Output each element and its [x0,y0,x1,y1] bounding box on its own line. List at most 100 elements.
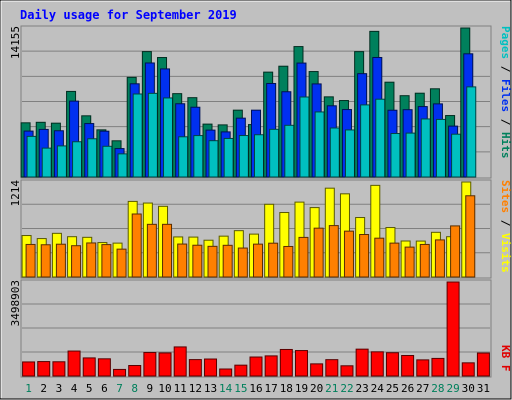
bar-pages-day-5 [87,138,98,178]
x-tick-label-31: 31 [477,382,490,395]
bar-sites-day-6 [101,244,112,278]
x-tick-label-8: 8 [131,382,138,395]
bar-sites-day-8 [131,213,142,278]
bar-pages-day-8 [132,93,143,178]
legend-pages: Pages [499,26,512,59]
bar-kb-f-day-10 [158,352,172,377]
legend-visits: Visits [499,233,512,273]
bar-kb-f-day-5 [82,357,96,377]
bar-pages-day-24 [375,98,386,178]
bar-sites-day-20 [313,227,324,278]
bar-kb-f-day-7 [113,368,127,377]
bar-kb-f-day-19 [294,350,308,377]
bar-pages-day-23 [360,104,371,178]
legend-sep-3: / [499,213,512,233]
bar-pages-day-30 [466,86,477,178]
bar-sites-day-21 [328,225,339,278]
x-tick-label-25: 25 [386,382,399,395]
bar-kb-f-day-6 [97,358,111,377]
x-tick-label-12: 12 [189,382,202,395]
bar-sites-day-19 [298,236,309,278]
x-tick-label-28: 28 [431,382,444,395]
x-tick-label-5: 5 [86,382,93,395]
bar-kb-f-day-2 [37,361,51,377]
bar-kb-f-day-30 [461,362,475,377]
bar-sites-day-18 [283,245,294,278]
bar-kb-f-day-23 [355,348,369,377]
x-tick-label-2: 2 [40,382,47,395]
bar-kb-f-day-29 [446,281,460,377]
bar-sites-day-12 [192,244,203,278]
bar-sites-day-27 [419,243,430,278]
bar-kb-f-day-3 [52,361,66,377]
x-tick-label-16: 16 [249,382,262,395]
bar-pages-day-14 [223,137,234,178]
bar-sites-day-9 [146,223,157,278]
bar-kb-f-day-14 [219,368,233,377]
bar-kb-f-day-31 [476,352,490,377]
bar-sites-day-5 [86,242,97,278]
x-tick-label-11: 11 [174,382,187,395]
x-tick-label-15: 15 [234,382,247,395]
bar-kb-f-day-16 [249,356,263,377]
bar-kb-f-day-25 [385,352,399,377]
x-tick-label-4: 4 [71,382,78,395]
panel-top-legend: Pages / Files / Hits [499,26,512,159]
x-tick-label-27: 27 [416,382,429,395]
bar-sites-day-2 [40,244,51,278]
panel-middle-legend: Sites / Visits [499,180,512,273]
legend-sep-2: / [499,112,512,132]
bar-pages-day-17 [269,128,280,178]
bar-pages-day-15 [238,135,249,178]
x-tick-label-22: 22 [340,382,353,395]
bar-sites-day-11 [177,243,188,278]
x-tick-label-23: 23 [356,382,369,395]
x-tick-label-20: 20 [310,382,323,395]
bar-pages-day-18 [284,124,295,178]
bar-kb-f-day-18 [279,348,293,377]
bar-pages-day-4 [72,141,83,178]
bar-sites-day-10 [162,223,173,278]
bar-sites-day-25 [389,242,400,278]
x-tick-label-18: 18 [280,382,293,395]
legend-files: Files [499,79,512,112]
bar-sites-day-17 [268,242,279,278]
bar-pages-day-1 [26,135,37,178]
bar-pages-day-12 [193,135,204,178]
x-tick-label-9: 9 [147,382,154,395]
bar-sites-day-15 [237,247,248,278]
x-tick-label-14: 14 [219,382,233,395]
legend-sites: Sites [499,180,512,213]
bar-sites-day-28 [434,239,445,278]
bar-sites-day-3 [55,243,66,278]
bar-pages-day-10 [163,97,174,178]
chart-title: Daily usage for September 2019 [20,8,237,22]
x-tick-label-26: 26 [401,382,414,395]
bar-sites-day-26 [404,246,415,278]
bar-pages-day-29 [451,133,462,178]
x-tick-label-13: 13 [204,382,217,395]
bar-kb-f-day-11 [173,346,187,377]
x-tick-label-29: 29 [446,382,459,395]
bar-kb-f-day-21 [325,359,339,377]
panel-top-max-label: 14155 [9,26,22,59]
bar-sites-day-22 [343,230,354,278]
bar-kb-f-day-12 [188,359,202,377]
panel-bottom-max-label: 3498903 [9,280,22,326]
bar-kb-f-day-17 [264,355,278,377]
bar-kb-f-day-26 [401,355,415,377]
bar-pages-day-2 [41,147,52,178]
x-tick-label-19: 19 [295,382,308,395]
panel-bottom-legend: KB F [499,345,512,372]
x-tick-label-10: 10 [158,382,171,395]
bar-kb-f-day-28 [431,357,445,377]
bar-sites-day-1 [25,243,36,278]
bar-sites-day-4 [71,245,82,278]
panel-middle-max-label: 1214 [9,180,22,207]
bar-kb-f-day-27 [416,359,430,377]
bar-sites-day-29 [450,225,461,278]
bar-pages-day-20 [314,111,325,178]
bar-kb-f-day-1 [22,361,36,377]
bar-pages-day-26 [405,132,416,178]
bar-pages-day-25 [390,133,401,178]
